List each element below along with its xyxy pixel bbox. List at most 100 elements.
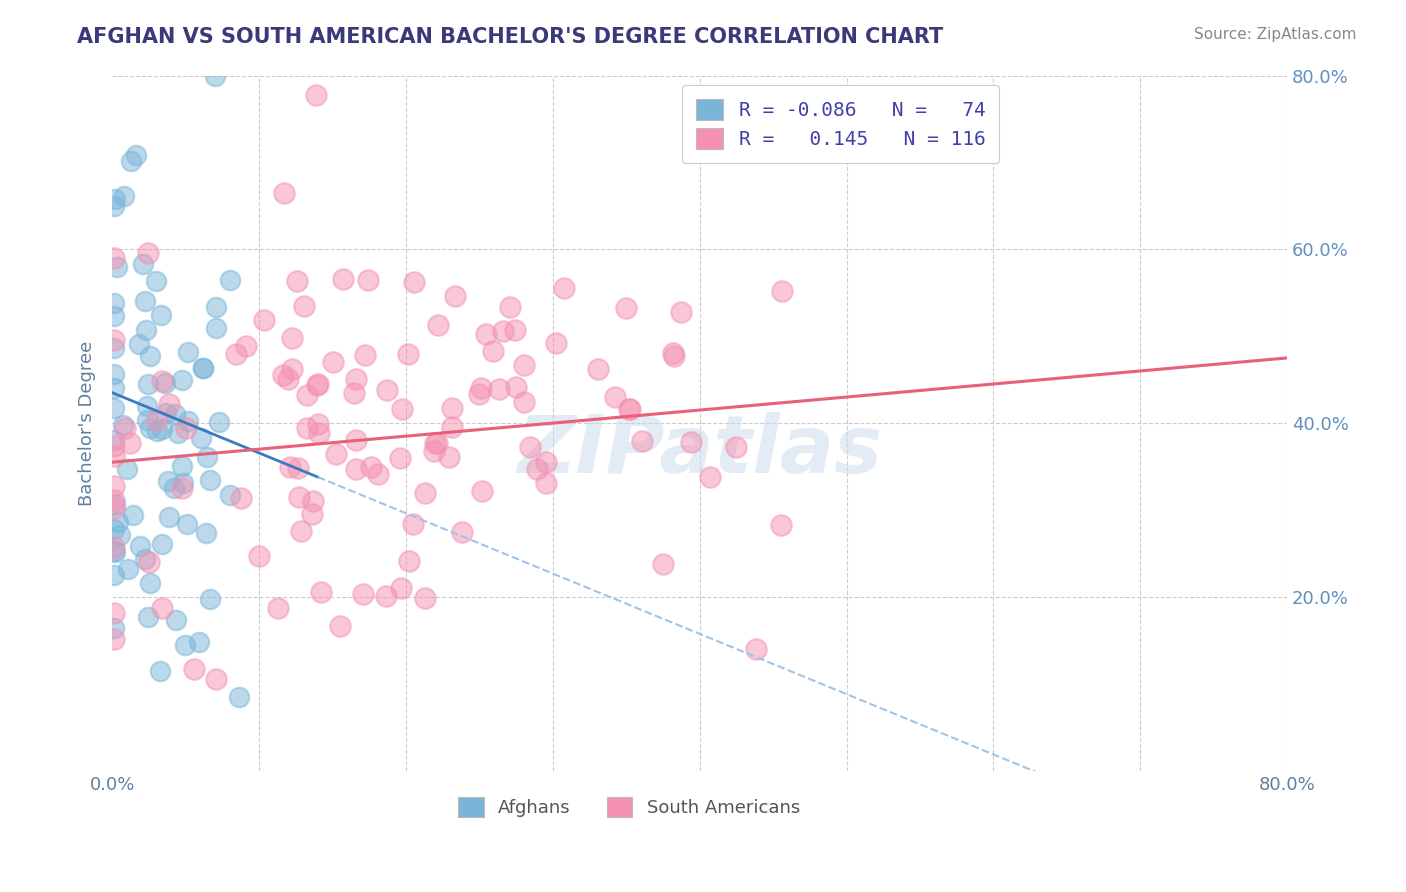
Point	[770, 517, 793, 532]
Point	[103, 296, 125, 310]
Point	[167, 425, 190, 440]
Point	[605, 390, 627, 404]
Point	[344, 372, 367, 386]
Point	[343, 386, 366, 401]
Point	[308, 425, 330, 440]
Point	[165, 613, 187, 627]
Point	[170, 372, 193, 386]
Point	[150, 309, 173, 323]
Point	[277, 372, 299, 386]
Point	[193, 361, 215, 376]
Point	[136, 399, 159, 413]
Point	[503, 323, 526, 337]
Point	[103, 381, 125, 395]
Point	[139, 576, 162, 591]
Point	[329, 619, 352, 633]
Point	[104, 497, 127, 511]
Point	[225, 347, 247, 361]
Point	[402, 275, 425, 289]
Point	[110, 528, 132, 542]
Point	[156, 474, 179, 488]
Point	[235, 339, 257, 353]
Point	[396, 347, 419, 361]
Point	[163, 407, 186, 421]
Point	[652, 557, 675, 571]
Point	[671, 305, 693, 319]
Point	[183, 662, 205, 676]
Point	[295, 421, 318, 435]
Point	[205, 300, 228, 314]
Point	[118, 435, 141, 450]
Point	[413, 591, 436, 605]
Point	[157, 396, 180, 410]
Point	[288, 490, 311, 504]
Point	[128, 336, 150, 351]
Point	[129, 539, 152, 553]
Point	[290, 524, 312, 538]
Point	[360, 460, 382, 475]
Point	[103, 522, 125, 536]
Point	[103, 333, 125, 347]
Point	[103, 479, 125, 493]
Point	[271, 368, 294, 382]
Point	[311, 585, 333, 599]
Point	[103, 501, 125, 516]
Point	[153, 376, 176, 391]
Point	[423, 436, 446, 450]
Point	[188, 635, 211, 649]
Point	[426, 435, 449, 450]
Point	[190, 431, 212, 445]
Point	[322, 354, 344, 368]
Point	[136, 246, 159, 260]
Point	[546, 336, 568, 351]
Point	[112, 417, 135, 432]
Point	[150, 536, 173, 550]
Point	[423, 444, 446, 458]
Point	[744, 642, 766, 657]
Point	[150, 600, 173, 615]
Point	[440, 419, 463, 434]
Point	[149, 664, 172, 678]
Point	[273, 186, 295, 200]
Point	[146, 413, 169, 427]
Point	[354, 349, 377, 363]
Point	[662, 345, 685, 359]
Point	[105, 260, 128, 275]
Point	[281, 362, 304, 376]
Point	[375, 589, 398, 603]
Point	[553, 280, 575, 294]
Point	[136, 609, 159, 624]
Point	[252, 313, 274, 327]
Point	[471, 484, 494, 499]
Point	[470, 381, 492, 395]
Point	[103, 621, 125, 635]
Point	[699, 470, 721, 484]
Point	[426, 318, 449, 332]
Point	[150, 374, 173, 388]
Point	[122, 508, 145, 522]
Point	[146, 424, 169, 438]
Point	[205, 672, 228, 686]
Text: ZIPatlas: ZIPatlas	[517, 412, 882, 490]
Point	[134, 293, 156, 308]
Point	[138, 377, 160, 392]
Point	[679, 435, 702, 450]
Point	[247, 549, 270, 564]
Point	[301, 494, 323, 508]
Point	[139, 349, 162, 363]
Point	[145, 274, 167, 288]
Point	[228, 690, 250, 705]
Point	[307, 417, 329, 432]
Point	[155, 406, 177, 420]
Point	[287, 461, 309, 475]
Point	[307, 376, 329, 391]
Point	[325, 447, 347, 461]
Point	[481, 343, 503, 358]
Point	[115, 462, 138, 476]
Point	[468, 387, 491, 401]
Point	[332, 271, 354, 285]
Point	[177, 345, 200, 359]
Point	[139, 421, 162, 435]
Point	[176, 516, 198, 531]
Point	[103, 632, 125, 646]
